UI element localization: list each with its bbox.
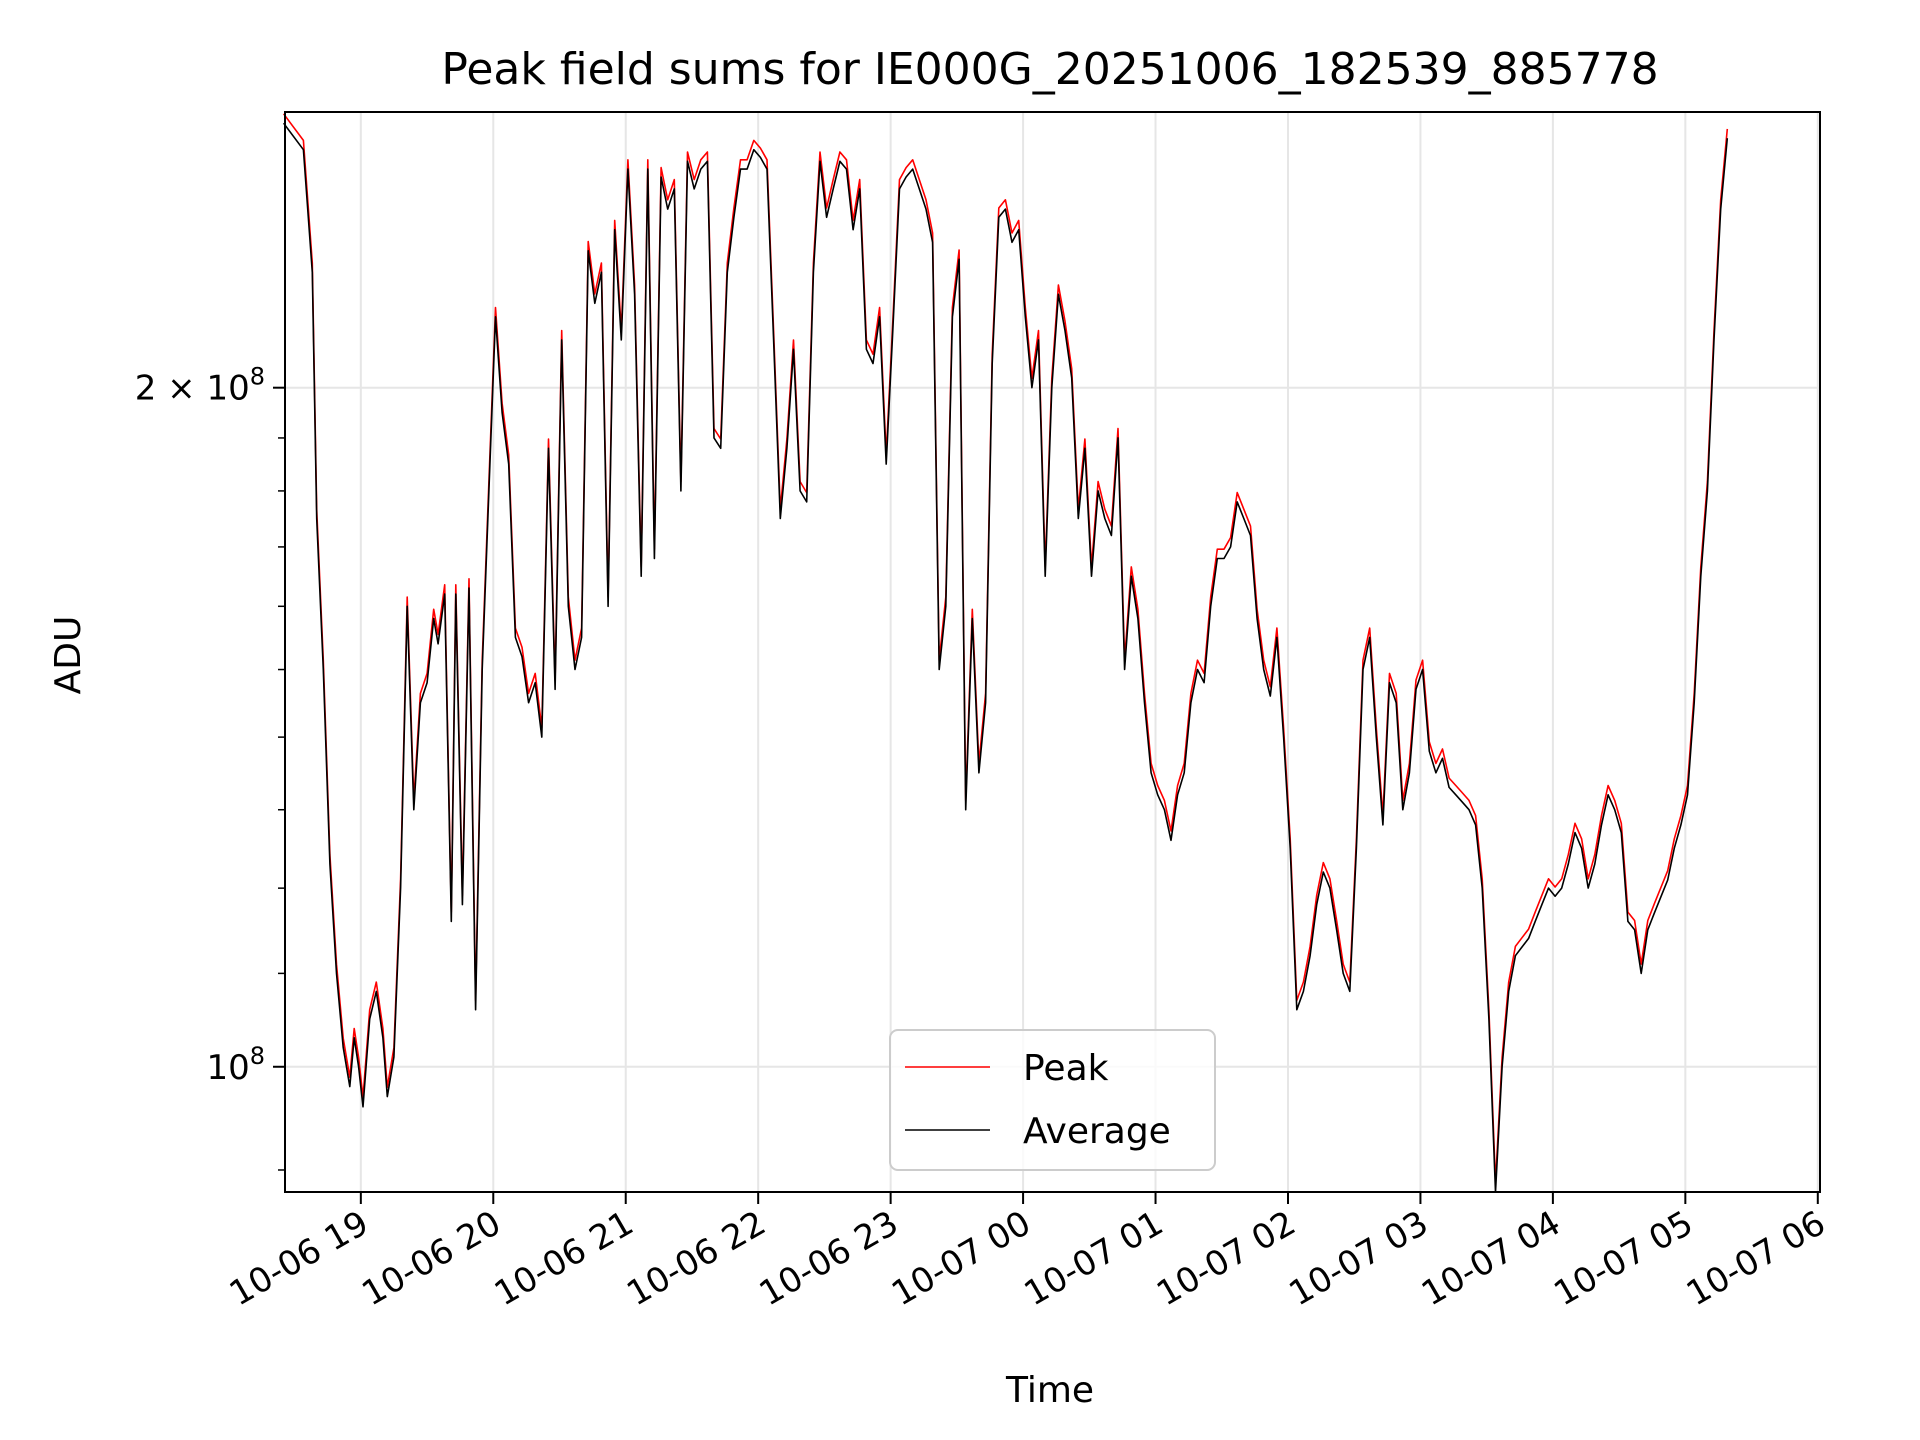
y-tick-label: 2 × 108 bbox=[135, 363, 265, 409]
y-axis-label: ADU bbox=[48, 616, 89, 695]
legend-label-peak: Peak bbox=[1023, 1048, 1109, 1089]
chart-title: Peak field sums for IE000G_20251006_1825… bbox=[441, 44, 1658, 95]
legend-label-average: Average bbox=[1023, 1111, 1171, 1152]
y-tick-label: 108 bbox=[206, 1042, 265, 1088]
series-average-line bbox=[282, 122, 1729, 1193]
legend-box bbox=[889, 1029, 1216, 1171]
legend: Peak Average bbox=[889, 1029, 1216, 1171]
x-axis-label: Time bbox=[1005, 1370, 1094, 1411]
series-layer bbox=[282, 113, 1729, 1193]
plot-frame bbox=[284, 111, 1821, 1193]
y-axis-ticks: 108 2 × 108 bbox=[135, 363, 285, 1171]
